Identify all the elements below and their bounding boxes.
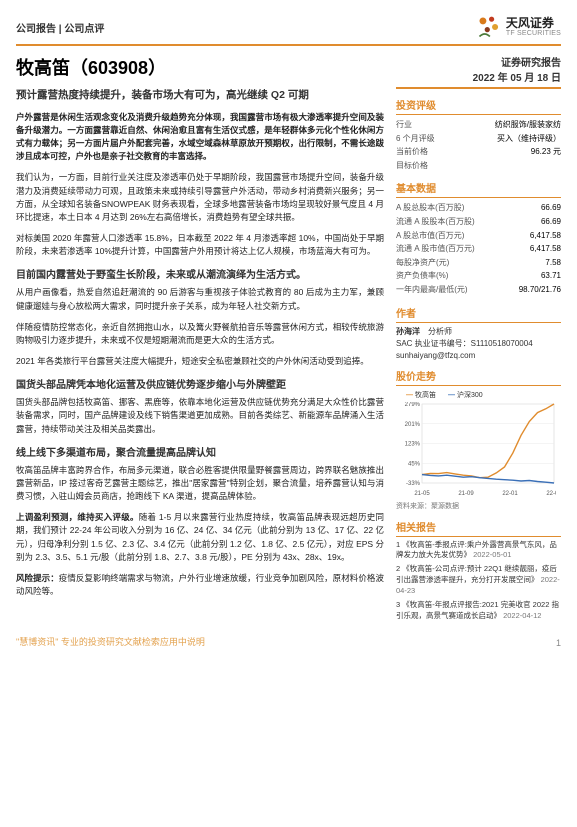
- rating-row: 当前价格96.23 元: [396, 145, 561, 159]
- lead-paragraph: 户外露营是休闲生活观念变化及消费升级趋势充分体现，我国露营市场有极大渗透率提升空…: [16, 111, 384, 164]
- rating-row: 6 个月评级买入（维持评级）: [396, 132, 561, 146]
- sidebar: 证券研究报告 2022 年 05 月 18 日 投资评级 行业纺织服饰/服装家纺…: [396, 54, 561, 625]
- analyst-name: 孙海洋: [396, 327, 420, 336]
- related-title: 相关报告: [396, 517, 561, 537]
- paragraph: 我们认为，一方面，目前行业关注度及渗透率仍处于早期阶段，我国露营市场提升空间，装…: [16, 171, 384, 224]
- analyst-role: 分析师: [428, 327, 452, 336]
- basic-row: 流通 A 股股本(百万股)66.69: [396, 215, 561, 229]
- analyst-block: 孙海洋 分析师 SAC 执业证书编号：S1110518070004 sunhai…: [396, 326, 561, 362]
- related-item: 2 《牧高笛-公司点评:预计 22Q1 继续靓丽，疫后引出露营渗透率提升，充分打…: [396, 564, 561, 597]
- paragraph: 从用户画像看，热爱自然追赶潮流的 90 后游客与重视孩子体验式教育的 80 后成…: [16, 286, 384, 312]
- paragraph: 国货头部品牌包括牧高笛、挪客、黑鹿等，依靠本地化运营及供应链优势充分满足大众性价…: [16, 396, 384, 436]
- svg-text:-33%: -33%: [406, 481, 421, 487]
- svg-text:22-01: 22-01: [502, 491, 518, 497]
- report-type: 证券研究报告: [396, 54, 561, 69]
- basic-row: 流通 A 股市值(百万元)6,417.58: [396, 242, 561, 256]
- page-footer: "慧博资讯" 专业的投资研究文献检索应用中说明 1: [16, 635, 561, 648]
- analyst-cert: SAC 执业证书编号：S1110518070004: [396, 338, 561, 350]
- basic-row: 每股净资产(元)7.58: [396, 256, 561, 270]
- section-heading: 目前国内露营处于野蛮生长阶段，未来或从潮流演绎为生活方式。: [16, 266, 384, 281]
- main-column: 牧高笛（603908） 预计露营热度持续提升，装备市场大有可为，高光继续 Q2 …: [16, 54, 384, 625]
- svg-text:45%: 45%: [408, 461, 421, 467]
- report-subtitle: 预计露营热度持续提升，装备市场大有可为，高光继续 Q2 可期: [16, 88, 384, 103]
- section-heading: 线上线下多渠道布局，聚合流量提高品牌认知: [16, 444, 384, 459]
- header-bar: 公司报告 | 公司点评 天风证券 TF SECURITIES: [16, 14, 561, 46]
- basic-row: A 股总市值(百万元)6,417.58: [396, 229, 561, 243]
- brand-name-en: TF SECURITIES: [506, 30, 561, 38]
- svg-text:21-09: 21-09: [458, 491, 474, 497]
- rating-row: 目标价格: [396, 159, 561, 173]
- paragraph: 牧高笛品牌丰富跨界合作，布局多元渠道，联合必胜客提供限量野餐露营周边，跨界联名魅…: [16, 464, 384, 504]
- paragraph: 伴随疫情防控常态化，亲近自然拥抱山水，以及篝火野餐航拍音乐等露营休闲方式，相较传…: [16, 321, 384, 347]
- basic-row: 资产负债率(%)63.71: [396, 269, 561, 283]
- paragraph: 对标美国 2020 年露营人口渗透率 15.8%，日本截至 2022 年 4 月…: [16, 232, 384, 258]
- forecast-paragraph: 上调盈利预测，维持买入评级。随着 1-5 月以来露营行业热度持续，牧高笛品牌表现…: [16, 511, 384, 564]
- svg-text:279%: 279%: [405, 402, 421, 408]
- related-item: 3 《牧高笛-年报点评报告:2021 完美收官 2022 指引乐观，高景气赛道成…: [396, 600, 561, 622]
- svg-text:21-05: 21-05: [414, 491, 430, 497]
- chart-source: 资料来源：聚源数据: [396, 501, 561, 511]
- section-heading: 国货头部品牌凭本地化运营及供应链优势逐步缩小与外牌壁距: [16, 376, 384, 391]
- legend-series-2: 沪深300: [448, 390, 483, 400]
- related-item: 1 《牧高笛-季报点评:乘户外露营高景气东风，品牌发力放大先发优势》 2022-…: [396, 540, 561, 562]
- price-chart: 牧高笛 沪深300 -33% 45% 123% 201% 279% 21-05 21-09 2…: [396, 390, 561, 511]
- analyst-email: sunhaiyang@tfzq.com: [396, 350, 561, 362]
- report-category: 公司报告 | 公司点评: [16, 20, 104, 35]
- company-title: 牧高笛（603908）: [16, 54, 384, 80]
- rating-row: 行业纺织服饰/服装家纺: [396, 118, 561, 132]
- chart-svg: -33% 45% 123% 201% 279% 21-05 21-09 22-01 22-05: [396, 402, 556, 497]
- legend-series-1: 牧高笛: [406, 390, 436, 400]
- watermark-text: "慧博资讯" 专业的投资研究文献检索应用中说明: [16, 635, 205, 648]
- paragraph: 2021 年各类旅行平台露营关注度大幅提升，短途安全私密兼顾社交的户外休闲活动受…: [16, 355, 384, 368]
- basic-row: A 股总股本(百万股)66.69: [396, 201, 561, 215]
- basic-row: 一年内最高/最低(元)98.70/21.76: [396, 283, 561, 297]
- report-date: 2022 年 05 月 18 日: [396, 69, 561, 89]
- brand-name-cn: 天风证券: [506, 17, 561, 30]
- page-number: 1: [556, 638, 561, 648]
- basic-title: 基本数据: [396, 178, 561, 198]
- risk-paragraph: 风险提示：疫情反复影响终端需求与物流，户外行业增速放缓，行业竞争加剧风险，原材料…: [16, 572, 384, 598]
- svg-text:123%: 123%: [405, 441, 421, 447]
- svg-text:22-05: 22-05: [546, 491, 556, 497]
- related-list: 1 《牧高笛-季报点评:乘户外露营高景气东风，品牌发力放大先发优势》 2022-…: [396, 540, 561, 622]
- svg-text:201%: 201%: [405, 421, 421, 427]
- brand-logo: 天风证券 TF SECURITIES: [476, 14, 561, 40]
- rating-title: 投资评级: [396, 95, 561, 115]
- analyst-title: 作者: [396, 303, 561, 323]
- chart-title: 股价走势: [396, 366, 561, 386]
- logo-icon: [476, 14, 502, 40]
